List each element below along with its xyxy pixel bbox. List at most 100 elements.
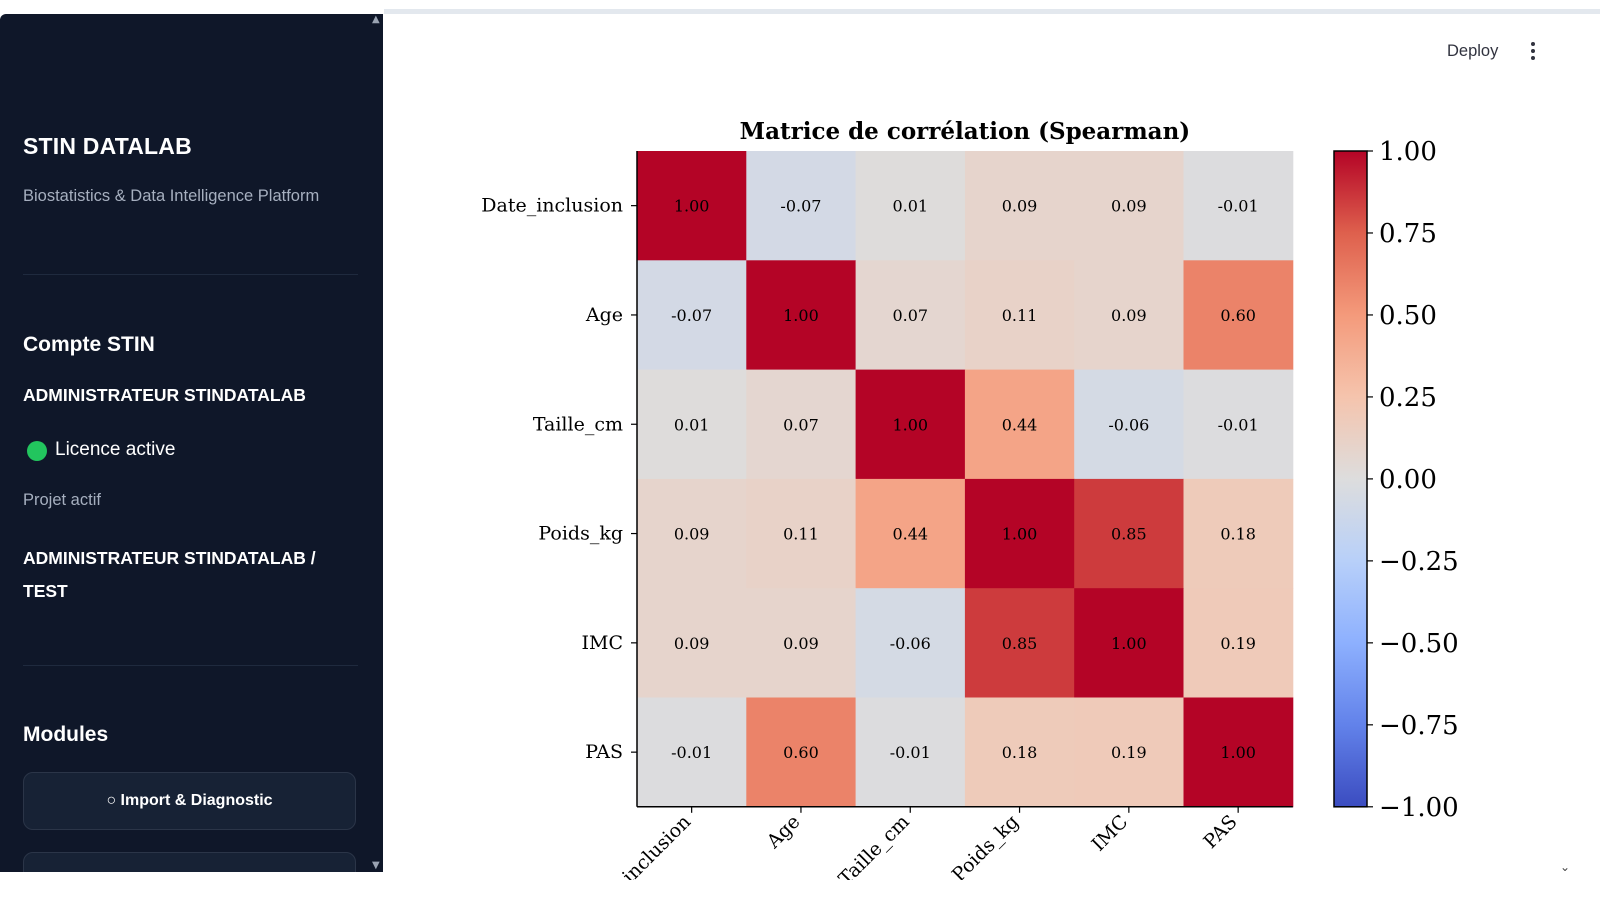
- heatmap-cell: [855, 151, 966, 261]
- cell-value-label: 1.00: [1220, 743, 1256, 762]
- cell-value-label: 0.19: [1111, 743, 1147, 762]
- cell-value-label: 1.00: [783, 306, 819, 325]
- cell-value-label: -0.01: [1218, 197, 1259, 216]
- heatmap-cell: [855, 260, 966, 371]
- cell-value-label: 0.07: [892, 306, 928, 325]
- main-scroll-indicator-icon: ⌄: [1560, 860, 1571, 874]
- cell-value-label: 0.18: [1220, 525, 1256, 544]
- cell-value-label: 0.09: [783, 634, 819, 653]
- cell-value-label: 0.18: [1002, 743, 1038, 762]
- cell-value-label: 1.00: [1002, 525, 1038, 544]
- top-decoration-bar: [384, 9, 1600, 14]
- heatmap-cell: [1183, 369, 1294, 480]
- heatmap-cell: [964, 151, 1075, 261]
- cell-value-label: -0.06: [890, 634, 931, 653]
- x-tick-label: PAS: [1199, 811, 1241, 853]
- heatmap-cell: [964, 369, 1075, 480]
- sidebar-scroll-down-icon[interactable]: ▼: [372, 860, 380, 871]
- heatmap-cell: [1183, 588, 1294, 698]
- vertical-ellipsis-icon[interactable]: [1524, 40, 1542, 66]
- heatmap-cell: [964, 697, 1075, 808]
- x-tick-label: IMC: [1087, 811, 1132, 856]
- cell-value-label: 0.09: [1111, 306, 1147, 325]
- cell-value-label: 0.19: [1220, 634, 1256, 653]
- licence-status-dot-icon: [27, 441, 47, 461]
- project-name: ADMINISTRATEUR STINDATALAB / TEST: [23, 548, 316, 601]
- colorbar-tick-label: 0.25: [1379, 383, 1437, 413]
- cell-value-label: 0.85: [1111, 525, 1147, 544]
- heatmap-cell: [1074, 588, 1184, 698]
- module-button-label: ○ Import & Diagnostic: [106, 792, 273, 809]
- cell-value-label: 0.60: [1220, 306, 1256, 325]
- colorbar-tick-label: 1.00: [1379, 137, 1437, 167]
- cell-value-label: 0.11: [1002, 306, 1038, 325]
- cell-value-label: -0.01: [890, 743, 931, 762]
- cell-value-label: 0.44: [892, 525, 928, 544]
- heatmap-cell: [1074, 478, 1184, 589]
- heatmap-cell: [1074, 697, 1184, 808]
- heatmap-cell: [637, 478, 747, 589]
- cell-value-label: 0.07: [783, 415, 819, 434]
- x-tick-label: Age: [762, 811, 805, 854]
- cell-value-label: 0.09: [1111, 197, 1147, 216]
- heatmap-cell: [1183, 260, 1294, 371]
- module-import-diagnostic-button[interactable]: ○ Import & Diagnostic: [23, 772, 356, 830]
- heatmap-cell: [964, 478, 1075, 589]
- heatmap-cell: [855, 369, 966, 480]
- cell-value-label: 0.85: [1002, 634, 1038, 653]
- heatmap-cell: [1183, 478, 1294, 589]
- account-heading: Compte STIN: [23, 333, 155, 356]
- cell-value-label: -0.01: [671, 743, 712, 762]
- heatmap-cell: [1183, 151, 1294, 261]
- heatmap-cell: [964, 588, 1075, 698]
- heatmap-cell: [1074, 151, 1184, 261]
- heatmap-cell: [637, 369, 747, 480]
- deploy-button[interactable]: Deploy: [1447, 42, 1499, 60]
- modules-heading: Modules: [23, 723, 109, 746]
- cell-value-label: -0.01: [1218, 415, 1259, 434]
- licence-status: Licence active: [55, 439, 176, 460]
- y-tick-label: Age: [585, 304, 623, 326]
- module-next-button[interactable]: [23, 852, 356, 872]
- colorbar-tick-label: −1.00: [1379, 793, 1459, 823]
- y-tick-label: Poids_kg: [538, 523, 623, 545]
- heatmap-cell: [746, 151, 857, 261]
- cell-value-label: -0.06: [1108, 415, 1149, 434]
- app-title: STIN DATALAB: [23, 133, 192, 159]
- sidebar-divider: [23, 274, 358, 275]
- heatmap-cell: [746, 588, 857, 698]
- cell-value-label: 0.11: [783, 525, 819, 544]
- app-subtitle: Biostatistics & Data Intelligence Platfo…: [23, 187, 320, 205]
- heatmap-cell: [637, 151, 747, 261]
- cell-value-label: 0.09: [674, 525, 710, 544]
- heatmap-cell: [855, 478, 966, 589]
- y-tick-label: PAS: [585, 741, 623, 763]
- correlation-heatmap: Matrice de corrélation (Spearman) 1.00 -0.…: [481, 118, 1459, 880]
- colorbar-tick-label: 0.00: [1379, 465, 1437, 495]
- project-label: Projet actif: [23, 491, 101, 509]
- heatmap-cell: [964, 260, 1075, 371]
- chart-title: Matrice de corrélation (Spearman): [740, 118, 1191, 145]
- colorbar-tick-label: 0.50: [1379, 301, 1437, 331]
- heatmap-cell: [637, 588, 747, 698]
- colorbar-tick-label: −0.25: [1379, 547, 1459, 577]
- account-name: ADMINISTRATEUR STINDATALAB: [23, 385, 306, 405]
- sidebar: ▲ STIN DATALAB Biostatistics & Data Inte…: [0, 14, 383, 872]
- colorbar-tick-label: 0.75: [1379, 219, 1437, 249]
- heatmap-cell: [855, 588, 966, 698]
- colorbar-tick-label: −0.75: [1379, 711, 1459, 741]
- cell-value-label: 0.09: [1002, 197, 1038, 216]
- heatmap-cell: [746, 697, 857, 808]
- cell-value-label: 0.60: [783, 743, 819, 762]
- heatmap-cell: [637, 260, 747, 371]
- heatmap-cell: [1074, 369, 1184, 480]
- heatmap-cell: [1074, 260, 1184, 371]
- x-tick-label: Date_inclusion: [579, 811, 695, 880]
- colorbar-tick-label: −0.50: [1379, 629, 1459, 659]
- cell-value-label: 0.09: [674, 634, 710, 653]
- sidebar-scroll-up-icon[interactable]: ▲: [372, 14, 380, 25]
- colorbar: [1333, 150, 1368, 808]
- y-tick-label: Taille_cm: [533, 413, 623, 435]
- y-tick-label: IMC: [582, 632, 624, 654]
- sidebar-divider: [23, 665, 358, 666]
